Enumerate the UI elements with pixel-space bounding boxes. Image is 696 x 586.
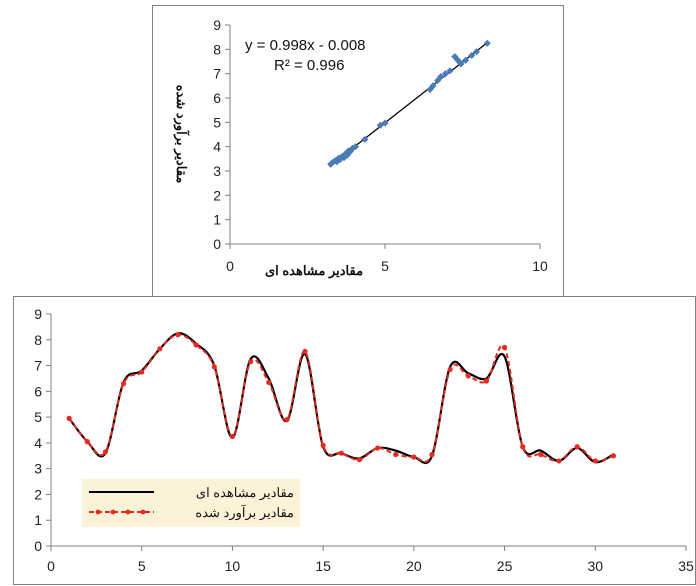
- estimated-data-point: [465, 373, 471, 379]
- data-point: [483, 39, 491, 47]
- estimated-data-point: [483, 378, 490, 384]
- y-tick-label: 4: [34, 435, 42, 451]
- data-point: [352, 143, 360, 151]
- estimated-data-point: [320, 442, 326, 449]
- estimated-data-point: [501, 344, 508, 351]
- data-point: [446, 67, 454, 75]
- y-tick-label: 9: [34, 306, 42, 322]
- estimated-data-point: [211, 364, 217, 370]
- estimated-data-point: [247, 359, 254, 365]
- estimated-data-point: [520, 444, 526, 450]
- legend-marker: [125, 509, 131, 515]
- estimated-data-point: [284, 417, 290, 423]
- data-point: [462, 56, 470, 64]
- y-tick-label: 1: [34, 512, 42, 528]
- y-tick-label: 3: [213, 163, 221, 179]
- scatter-chart-panel: 0 1 2 3 4 5 6 7 8 9 0 5 10 مقادیر مشاهده ای مقادیر برآ…: [152, 5, 564, 297]
- y-tick-label: 5: [34, 409, 42, 425]
- estimated-data-point: [556, 458, 562, 464]
- estimated-data-point: [538, 451, 544, 458]
- line-chart: 0 1 2 3 4 5 6 7 8 9 0 5 10 15 20 25 30 35 مقادیر مشاهده ای…: [34, 306, 694, 574]
- x-tick-label: 15: [315, 558, 331, 574]
- legend-marker: [140, 509, 146, 515]
- x-tick-label: 20: [406, 558, 422, 574]
- estimated-data-point: [229, 433, 236, 440]
- estimated-data-point: [66, 415, 72, 421]
- estimated-data-point: [302, 348, 308, 354]
- y-tick-label: 2: [34, 486, 42, 502]
- estimated-data-point: [139, 369, 145, 375]
- legend-marker: [95, 509, 101, 515]
- legend-estimated-label: مقادیر برآورد شده: [195, 504, 294, 521]
- x-tick-label: 30: [587, 558, 603, 574]
- estimated-data-point: [175, 332, 181, 338]
- estimated-data-point: [429, 451, 435, 458]
- data-point: [468, 51, 476, 59]
- estimated-data-point: [338, 450, 344, 456]
- y-tick-label: 1: [213, 212, 221, 228]
- trendline-equation: y = 0.998x - 0.008: [245, 37, 366, 54]
- legend-marker: [110, 509, 116, 515]
- x-tick-label: 5: [138, 558, 146, 574]
- data-point: [429, 82, 437, 90]
- y-tick-label: 8: [213, 41, 221, 57]
- data-point: [441, 70, 449, 78]
- data-point: [437, 73, 445, 81]
- y-tick-label: 7: [34, 358, 42, 374]
- estimated-data-point: [120, 381, 127, 387]
- y-tick-label: 3: [34, 461, 42, 477]
- x-tick-label: 0: [47, 558, 55, 574]
- x-tick-label: 10: [532, 258, 548, 274]
- scatter-chart: 0 1 2 3 4 5 6 7 8 9 0 5 10 مقادیر مشاهده ای مقادیر برآ…: [173, 17, 548, 279]
- data-point: [361, 135, 369, 143]
- estimated-data-point: [266, 379, 272, 385]
- legend-observed-label: مقادیر مشاهده ای: [196, 485, 294, 501]
- r-squared-label: R² = 0.996: [274, 57, 344, 74]
- y-tick-label: 0: [34, 538, 42, 554]
- line-chart-panel: 0 1 2 3 4 5 6 7 8 9 0 5 10 15 20 25 30 35 مقادیر مشاهده ای…: [13, 296, 696, 585]
- estimated-data-point: [393, 451, 399, 458]
- y-tick-label: 6: [213, 90, 221, 106]
- estimated-data-point: [193, 342, 199, 348]
- estimated-data-point: [356, 457, 363, 463]
- estimated-data-point: [84, 439, 90, 445]
- estimated-data-point: [447, 366, 453, 373]
- x-tick-label: 5: [381, 258, 389, 274]
- x-axis-title: مقادیر مشاهده ای: [265, 263, 363, 279]
- data-point: [381, 119, 389, 127]
- legend-box: [82, 479, 300, 527]
- x-tick-label: 10: [225, 558, 241, 574]
- estimated-data-point: [592, 458, 598, 464]
- estimated-data-point: [102, 449, 109, 455]
- estimated-data-point: [157, 346, 163, 352]
- x-tick-label: 0: [226, 258, 234, 274]
- y-axis-title: مقادیر برآورد شده: [173, 85, 190, 184]
- estimated-data-point: [610, 453, 617, 459]
- y-tick-label: 8: [34, 332, 42, 348]
- y-tick-label: 5: [213, 114, 221, 130]
- observed-series-line: [68, 332, 614, 465]
- estimated-series-line: [68, 333, 614, 463]
- x-tick-label: 35: [678, 558, 694, 574]
- estimated-data-point: [411, 454, 417, 460]
- x-tick-label: 25: [497, 558, 513, 574]
- y-tick-label: 4: [213, 139, 221, 155]
- y-tick-label: 0: [213, 236, 221, 252]
- y-tick-label: 6: [34, 383, 42, 399]
- y-tick-label: 2: [213, 187, 221, 203]
- y-tick-label: 9: [213, 17, 221, 33]
- y-tick-label: 7: [213, 66, 221, 82]
- data-point: [472, 48, 480, 56]
- data-point: [457, 60, 465, 68]
- estimated-data-point: [374, 445, 381, 451]
- estimated-data-point: [574, 444, 580, 450]
